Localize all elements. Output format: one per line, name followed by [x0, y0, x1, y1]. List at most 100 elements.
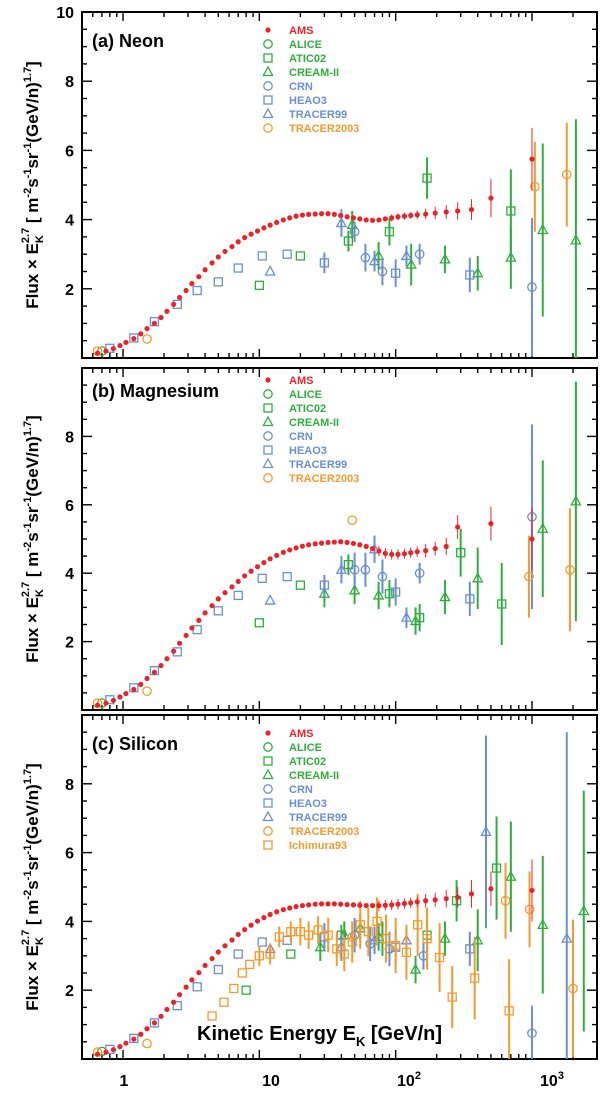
legend-marker	[265, 730, 271, 736]
data-point	[488, 886, 494, 892]
data-point	[529, 887, 535, 894]
data-point	[192, 285, 202, 296]
data-point	[306, 211, 312, 218]
data-point	[131, 1036, 137, 1042]
data-point	[565, 564, 575, 575]
data-point	[215, 949, 221, 955]
data-point	[110, 697, 117, 704]
data-point	[318, 211, 325, 217]
data-point	[280, 217, 286, 223]
data-point	[443, 896, 449, 902]
data-point	[248, 231, 254, 237]
data-point	[347, 937, 357, 947]
data-point	[401, 213, 408, 219]
data-point	[357, 542, 363, 548]
legend-label: AMS	[289, 728, 313, 740]
data-point	[408, 900, 414, 906]
data-point	[183, 287, 189, 294]
data-point	[287, 905, 293, 911]
legend-marker	[263, 431, 273, 441]
legend-label: CRN	[289, 431, 313, 443]
legend-marker	[263, 39, 273, 49]
data-point	[142, 1038, 152, 1049]
data-point	[286, 949, 296, 959]
panel-b-title: (b) Magnesium	[92, 381, 219, 401]
data-point	[561, 169, 572, 180]
legend-marker	[262, 457, 274, 469]
panel-1-marks: 2 4 6 8 10 AMS ALICE ATIC02 CREAM-II CRN HEAO3 TRAC…	[56, 5, 598, 359]
data-point	[568, 983, 578, 994]
data-point	[412, 920, 423, 930]
data-point	[369, 545, 376, 552]
y-tick-label: 2	[65, 635, 74, 652]
legend-1: AMS ALICE ATIC02 CREAM-II CRN HEAO3 TRACER99 TR…	[262, 25, 359, 135]
series-ams	[94, 859, 535, 1057]
data-point	[312, 211, 318, 217]
series-cream-ii	[346, 119, 582, 358]
y-tick-label: 10	[56, 5, 74, 22]
data-point	[338, 212, 344, 219]
data-point	[129, 1033, 139, 1044]
data-point	[103, 700, 109, 706]
y-tick-label: 6	[65, 498, 74, 515]
y-tick-label: 8	[65, 74, 74, 91]
data-point	[254, 918, 261, 924]
legend-label: AMS	[289, 25, 313, 37]
data-point	[578, 904, 590, 916]
data-point	[348, 583, 361, 595]
data-point	[432, 210, 438, 216]
data-point	[389, 215, 395, 221]
data-point	[468, 891, 475, 897]
data-point	[372, 916, 382, 927]
data-point	[257, 251, 267, 261]
data-point	[172, 1001, 182, 1011]
data-point	[530, 181, 540, 192]
legend-marker	[265, 27, 271, 33]
data-point	[381, 933, 391, 944]
legend-label: TRACER2003	[289, 123, 359, 135]
y-tick-label: 2	[65, 282, 74, 299]
data-point	[254, 280, 264, 290]
data-point	[570, 233, 582, 245]
data-point	[527, 1028, 537, 1039]
data-point	[529, 536, 535, 542]
legend-marker	[263, 81, 273, 91]
data-point	[527, 282, 537, 292]
data-point	[408, 212, 414, 219]
data-point	[202, 962, 208, 969]
data-point	[376, 902, 382, 909]
data-point	[213, 277, 223, 287]
data-point	[349, 930, 360, 941]
data-point	[219, 997, 229, 1007]
data-point	[274, 932, 284, 942]
data-point	[274, 219, 280, 225]
data-point	[395, 551, 401, 557]
data-point	[94, 350, 101, 356]
legend-label: ATIC02	[289, 53, 326, 65]
data-point	[369, 902, 376, 909]
legend-label: HEAO3	[289, 95, 327, 107]
data-point	[432, 897, 438, 903]
legend-label: CREAM-II	[289, 770, 339, 782]
y-tick-label: 8	[65, 429, 74, 446]
y-tick-label: 4	[65, 914, 74, 931]
data-point	[235, 931, 241, 938]
y-tick-label: 8	[65, 777, 74, 794]
data-point	[265, 949, 275, 959]
data-point	[110, 1047, 117, 1053]
legend-label: TRACER99	[289, 812, 347, 824]
data-point	[465, 270, 475, 280]
data-point	[151, 1020, 158, 1026]
data-point	[293, 213, 299, 219]
data-point	[293, 545, 299, 551]
data-point	[384, 589, 395, 599]
data-point	[339, 949, 349, 959]
data-point	[248, 568, 254, 574]
data-point	[171, 648, 177, 654]
data-point	[500, 895, 511, 906]
data-point	[207, 1011, 217, 1021]
data-point	[376, 548, 382, 554]
data-point	[382, 550, 388, 556]
data-point	[423, 548, 429, 554]
data-point	[237, 968, 247, 978]
